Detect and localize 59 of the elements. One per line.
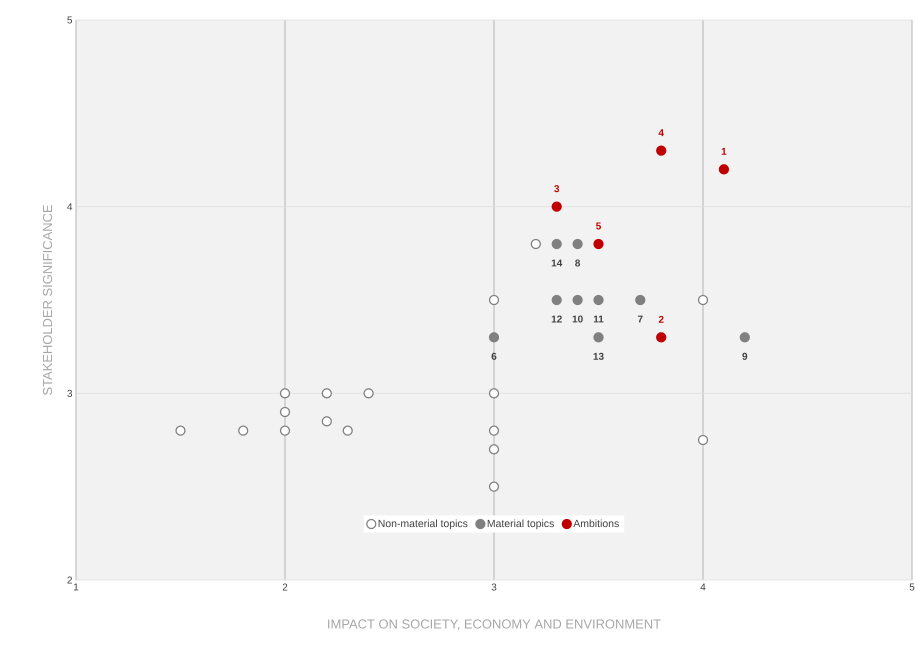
legend-label: Ambitions [573, 519, 619, 528]
y-axis-title: STAKEHOLDER SIGNIFICANCE [42, 204, 52, 395]
point [488, 332, 500, 342]
point [530, 238, 541, 250]
point [238, 426, 248, 436]
x-axis-title: IMPACT ON SOCIETY, ECONOMY AND ENVIRONMENT [328, 619, 661, 630]
point [280, 388, 290, 398]
y-tick-label: 2 [67, 576, 72, 584]
annotation: 13 [594, 352, 604, 360]
legend-label: Non-material topics [378, 519, 468, 530]
point [740, 332, 750, 342]
point [593, 294, 604, 306]
x-tick-label: 1 [74, 584, 78, 590]
point [488, 388, 500, 398]
y-tick-label: 4 [67, 203, 72, 210]
point [552, 238, 562, 250]
point [593, 238, 604, 250]
point [280, 406, 290, 418]
annotation: 14 [552, 260, 562, 266]
annotation: 4 [658, 129, 664, 136]
point [488, 482, 500, 492]
point [488, 444, 500, 454]
point [322, 416, 332, 426]
x-tick-label: 2 [282, 584, 288, 590]
annotation: 10 [572, 315, 583, 323]
point [552, 294, 562, 306]
point [698, 434, 708, 446]
point [552, 202, 562, 212]
annotation: 7 [638, 316, 643, 322]
point [656, 146, 666, 156]
annotation: 1 [722, 148, 726, 155]
annotation: 3 [554, 185, 560, 192]
y-tick-label: 3 [67, 390, 72, 397]
point [342, 426, 353, 436]
annotation: 11 [594, 316, 604, 322]
point [572, 238, 583, 250]
point [322, 388, 332, 398]
annotation: 6 [492, 352, 496, 360]
point [363, 388, 374, 398]
x-tick-label: 5 [910, 584, 914, 590]
legend-label: Material topics [488, 519, 554, 530]
annotation: 5 [596, 222, 601, 230]
point [656, 332, 666, 342]
y-tick-label: 5 [67, 16, 72, 24]
point [593, 332, 604, 342]
annotation: 2 [658, 316, 664, 323]
point [718, 164, 730, 174]
point [698, 294, 708, 306]
annotation: 9 [742, 352, 748, 360]
annotation: 12 [552, 316, 562, 322]
point [488, 426, 500, 436]
point [280, 426, 290, 436]
x-tick-label: 3 [492, 584, 496, 591]
point [572, 294, 583, 306]
point [635, 294, 646, 306]
x-tick-label: 4 [700, 584, 706, 590]
annotation: 8 [575, 259, 580, 267]
point [175, 426, 186, 436]
point [488, 294, 500, 306]
